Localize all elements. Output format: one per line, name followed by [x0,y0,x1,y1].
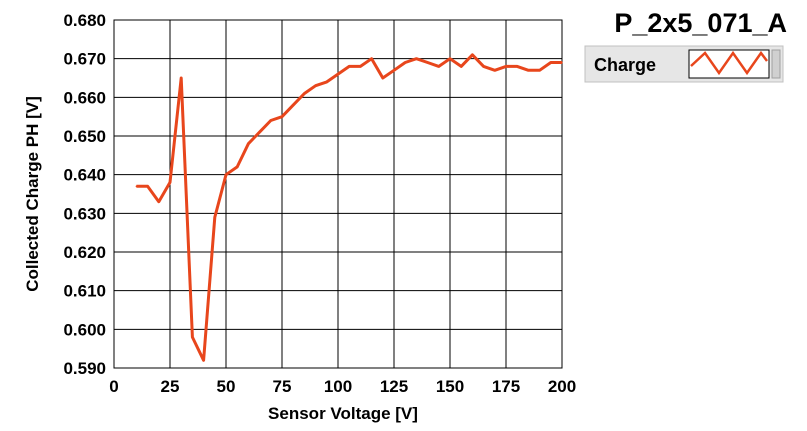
legend-swatch-box [688,49,770,79]
data-point [471,54,474,56]
data-point [158,200,160,203]
data-point [314,84,317,87]
data-point [281,115,283,118]
data-point [180,77,182,79]
data-point [482,65,485,68]
y-tick-label: 0.610 [63,282,106,301]
x-tick-label: 125 [380,377,408,396]
data-point [326,81,328,83]
data-point [505,65,507,68]
y-tick-label: 0.660 [63,88,106,107]
legend-swatch-line [690,50,768,76]
legend: Charge [584,45,784,83]
x-tick-labels: 0 25 50 75 100 125 150 175 200 [109,377,576,396]
data-point [516,65,518,68]
data-point [236,166,238,168]
data-point [270,119,272,122]
x-tick-label: 175 [492,377,520,396]
y-tick-label: 0.640 [63,166,106,185]
data-point [449,57,451,60]
data-point [169,181,171,184]
y-tick-label: 0.620 [63,243,106,262]
legend-scrollbar[interactable] [771,49,781,79]
data-point [191,336,194,338]
data-point [561,61,563,64]
x-tick-label: 150 [436,377,464,396]
data-point [438,65,440,68]
x-tick-label: 200 [548,377,576,396]
data-point [527,69,530,72]
data-point [202,359,205,362]
chart-title: P_2x5_071_A [614,8,787,38]
data-point [426,61,429,64]
data-point [404,61,407,64]
data-point [292,104,295,106]
data-point [359,65,362,68]
x-tick-label: 100 [324,377,352,396]
y-tick-label: 0.680 [63,11,106,30]
y-tick-label: 0.590 [63,359,106,378]
data-point [258,131,261,133]
x-tick-label: 50 [217,377,236,396]
data-point [225,173,227,176]
x-tick-label: 25 [161,377,180,396]
y-tick-label: 0.670 [63,50,106,69]
data-point [460,65,463,68]
y-tick-label: 0.630 [63,204,106,223]
y-tick-label: 0.600 [63,320,106,339]
data-point [370,57,373,60]
data-point [393,69,395,72]
y-axis-title: Collected Charge PH [V] [23,96,42,292]
data-point [303,92,306,95]
data-point [337,73,339,75]
x-tick-label: 75 [273,377,292,396]
data-point [348,65,351,68]
data-point [247,142,250,145]
legend-label: Charge [594,55,656,75]
data-point [146,185,149,188]
data-point [415,57,418,60]
data-point [494,69,496,72]
y-tick-labels: 0.590 0.600 0.610 0.620 0.630 0.640 0.650 0.660… [63,11,106,378]
x-tick-label: 0 [109,377,118,396]
series-layer [135,53,563,362]
data-point [214,216,216,218]
data-point [135,185,138,188]
data-point [382,77,384,79]
x-axis-title: Sensor Voltage [V] [268,404,418,423]
data-point [550,61,552,64]
y-tick-label: 0.650 [63,127,106,146]
data-point [538,69,541,72]
